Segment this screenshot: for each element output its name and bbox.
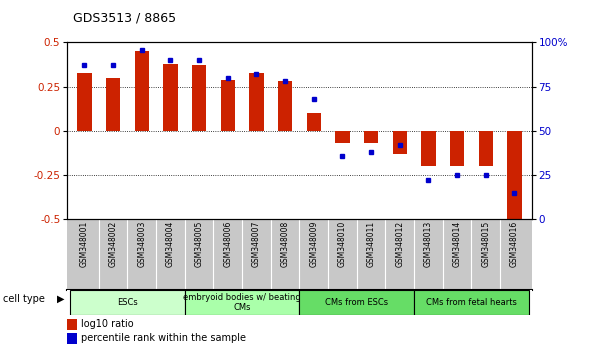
Bar: [278, 81, 292, 131]
Bar: [221, 80, 235, 131]
Bar: [192, 65, 207, 131]
Text: GSM348015: GSM348015: [481, 221, 490, 267]
Text: GSM348010: GSM348010: [338, 221, 347, 267]
Text: GSM348002: GSM348002: [109, 221, 117, 267]
Bar: [421, 131, 436, 166]
Text: GSM348012: GSM348012: [395, 221, 404, 267]
Text: percentile rank within the sample: percentile rank within the sample: [81, 333, 246, 343]
Text: GSM348014: GSM348014: [453, 221, 461, 267]
Text: GSM348007: GSM348007: [252, 221, 261, 267]
Text: log10 ratio: log10 ratio: [81, 319, 134, 329]
Text: ▶: ▶: [57, 294, 64, 304]
Text: cell type: cell type: [3, 294, 45, 304]
Text: GDS3513 / 8865: GDS3513 / 8865: [73, 12, 177, 25]
Text: GSM348003: GSM348003: [137, 221, 146, 267]
Bar: [67, 319, 78, 330]
Bar: [249, 73, 263, 131]
Bar: [507, 131, 522, 219]
Bar: [450, 131, 464, 166]
Bar: [67, 333, 78, 344]
Text: GSM348009: GSM348009: [309, 221, 318, 267]
Text: CMs from fetal hearts: CMs from fetal hearts: [426, 298, 517, 307]
Bar: [163, 64, 178, 131]
Text: GSM348005: GSM348005: [194, 221, 203, 267]
Bar: [185, 290, 299, 315]
Bar: [299, 290, 414, 315]
Text: GSM348016: GSM348016: [510, 221, 519, 267]
Text: GSM348004: GSM348004: [166, 221, 175, 267]
Text: GSM348011: GSM348011: [367, 221, 376, 267]
Text: embryoid bodies w/ beating
CMs: embryoid bodies w/ beating CMs: [183, 293, 301, 313]
Text: GSM348013: GSM348013: [424, 221, 433, 267]
Bar: [364, 131, 378, 143]
Text: GSM348006: GSM348006: [223, 221, 232, 267]
Bar: [335, 131, 349, 143]
Bar: [307, 113, 321, 131]
Bar: [77, 73, 92, 131]
Bar: [70, 290, 185, 315]
Text: CMs from ESCs: CMs from ESCs: [325, 298, 388, 307]
Text: GSM348008: GSM348008: [280, 221, 290, 267]
Bar: [134, 51, 149, 131]
Bar: [392, 131, 407, 154]
Bar: [414, 290, 529, 315]
Bar: [478, 131, 493, 166]
Text: ESCs: ESCs: [117, 298, 137, 307]
Text: GSM348001: GSM348001: [80, 221, 89, 267]
Bar: [106, 78, 120, 131]
